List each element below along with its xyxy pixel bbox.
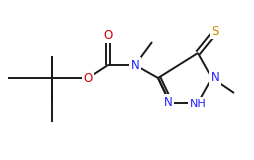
Text: N: N: [211, 71, 219, 84]
Text: O: O: [83, 72, 93, 84]
Text: NH: NH: [190, 99, 206, 109]
Text: S: S: [211, 24, 219, 37]
Text: N: N: [131, 59, 139, 72]
Text: N: N: [164, 96, 172, 108]
Text: O: O: [103, 28, 113, 41]
